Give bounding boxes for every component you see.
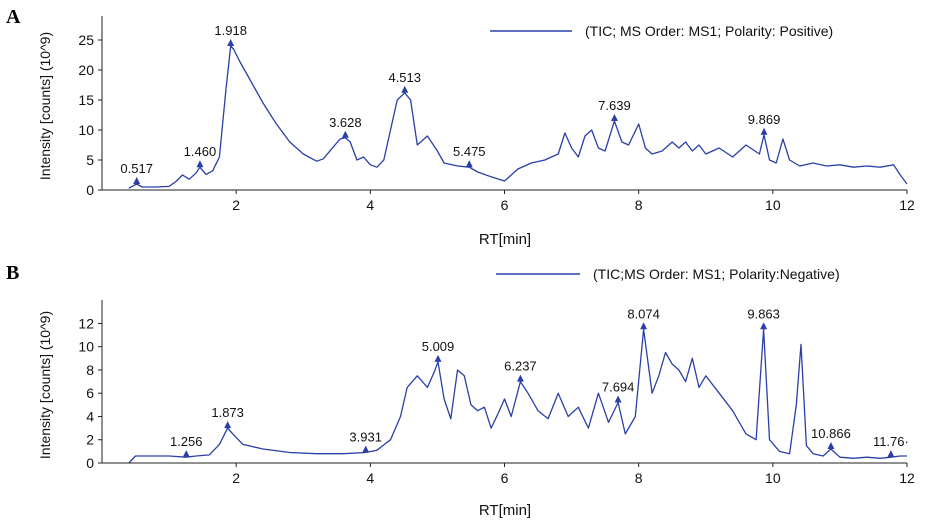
chart-a-x-axis-label: RT[min] [479, 231, 531, 248]
chart-a-series-line [128, 45, 908, 189]
chart-b-series-line [128, 328, 907, 464]
chart-a-peak-label: 3.628 [329, 115, 362, 130]
chart-a-peak-marker [341, 130, 349, 138]
chart-b-peak-marker [640, 322, 648, 330]
chart-b-peak-label: 11.76· [873, 434, 909, 449]
chart-a-y-tick-label: 10 [78, 122, 94, 138]
chart-b-peak-label: 6.237 [504, 359, 537, 374]
chart-a-peak-label: 5.475 [453, 144, 486, 159]
chart-b-peak-marker [434, 354, 442, 362]
chart-a: 2 4 6 8 10 12 0 5 10 15 20 25 RT[min] Intensity [coun… [37, 16, 915, 248]
chart-b-peak-label: 5.009 [422, 339, 455, 354]
chart-a-peak-label: 1.460 [184, 144, 217, 159]
chart-a-peak-label: 1.918 [214, 23, 247, 38]
chart-b-legend-text: (TIC;MS Order: MS1; Polarity:Negative) [593, 266, 840, 282]
chart-a-peak-marker [760, 127, 768, 135]
chart-b-x-axis-label: RT[min] [479, 502, 531, 519]
chart-a-peak-marker [401, 85, 409, 93]
chart-a-x-tick-label: 12 [899, 197, 915, 213]
chart-b-peak-label: 3.931 [349, 430, 382, 445]
chart-b-y-tick-label: 8 [86, 362, 94, 378]
chart-a-peak-marker [227, 39, 235, 46]
chart-b-x-tick-label: 10 [765, 470, 781, 486]
chart-a-legend-text: (TIC; MS Order: MS1; Polarity: Positive) [585, 23, 833, 39]
chart-a-peak-label: 9.869 [748, 112, 781, 127]
chart-b-x-tick-label: 12 [899, 470, 915, 486]
chart-a-y-tick-label: 15 [78, 92, 94, 108]
chart-b-x-tick-label: 2 [232, 470, 240, 486]
chart-b-peak-marker [827, 442, 835, 450]
chart-a-x-tick-label: 2 [232, 197, 240, 213]
chart-b-peak-marker [887, 450, 895, 458]
chart-a-y-tick-label: 25 [78, 32, 94, 48]
chart-a-peak-marker [196, 160, 204, 168]
chart-b-y-tick-label: 0 [86, 455, 94, 471]
chart-b-peak-marker [760, 322, 768, 330]
chart-a-x-tick-label: 8 [635, 197, 643, 213]
chart-b-y-tick-label: 10 [78, 339, 94, 355]
chart-a-peak-label: 4.513 [388, 70, 421, 85]
chart-b-y-tick-label: 4 [86, 408, 94, 424]
chart-b-peak-marker [362, 445, 370, 453]
chart-a-peak-marker [465, 160, 473, 168]
chart-b-x-tick-label: 8 [635, 470, 643, 486]
chart-b-peak-label: 10.866 [811, 426, 851, 441]
panel-a-letter: A [6, 6, 21, 28]
chart-b-peak-label: 1.873 [211, 405, 244, 420]
chart-a-peak-label: 0.517 [120, 161, 153, 176]
chart-a-x-tick-label: 4 [366, 197, 374, 213]
chart-b-peak-marker [516, 374, 524, 382]
chart-b-x-tick-label: 6 [501, 470, 509, 486]
chart-a-peak-marker [610, 114, 618, 121]
chart-b-peak-label: 9.863 [747, 306, 780, 321]
chart-b-peak-marker [614, 395, 622, 403]
chart-b-y-tick-label: 12 [78, 315, 94, 331]
chart-a-x-tick-label: 6 [501, 197, 509, 213]
chart-b-peak-label: 8.074 [627, 306, 660, 321]
chart-a-x-tick-label: 10 [765, 197, 781, 213]
chart-b-x-tick-label: 4 [366, 470, 374, 486]
chart-b: 2 4 6 8 10 12 0 2 4 6 8 10 12 RT[min] Intensity [count… [37, 266, 915, 519]
chart-b-peak-label: 1.256 [170, 434, 203, 449]
chart-b-peak-marker [224, 421, 232, 429]
chart-b-y-tick-label: 6 [86, 385, 94, 401]
chart-a-y-axis-label: Intensity [counts] (10^9) [37, 32, 53, 180]
chart-b-peak-marker [182, 450, 190, 458]
chart-a-y-tick-label: 20 [78, 62, 94, 78]
chart-b-y-axis-label: Intensity [counts] (10^9) [37, 311, 53, 459]
chart-b-y-tick-label: 2 [86, 432, 94, 448]
chart-a-peak-marker [133, 177, 141, 184]
panel-b-letter: B [6, 262, 20, 284]
chart-a-y-tick-label: 5 [86, 152, 94, 168]
chart-a-peak-label: 7.639 [598, 98, 631, 113]
chart-a-y-tick-label: 0 [86, 182, 94, 198]
chart-b-peak-label: 7.694 [602, 380, 635, 395]
